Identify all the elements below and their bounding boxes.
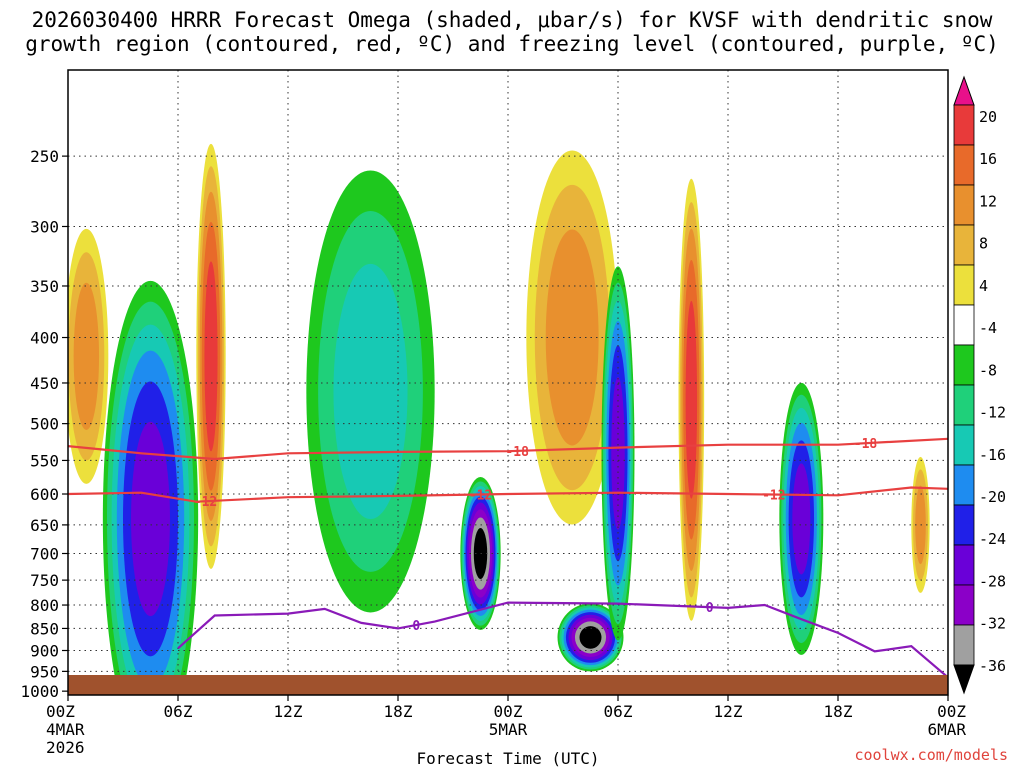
omega-contour-fill (131, 421, 170, 617)
ground-bar (68, 675, 948, 695)
omega-feature (911, 456, 930, 593)
colorbar-segment (953, 104, 975, 146)
y-tick-label: 300 (30, 217, 59, 236)
colorbar-segment (953, 304, 975, 346)
y-tick-label: 400 (30, 329, 59, 348)
colorbar-segment (953, 424, 975, 466)
y-tick-label: 850 (30, 619, 59, 638)
title-line2: growth region (contoured, red, ºC) and f… (25, 32, 999, 56)
x-axis-title: Forecast Time (UTC) (416, 749, 599, 768)
credit-text: coolwx.com/models (854, 746, 1008, 764)
x-tick-label: 00Z (46, 702, 75, 721)
colorbar-label: -32 (979, 615, 1006, 633)
x-tick-label: 06Z (604, 702, 633, 721)
colorbar-segment (953, 264, 975, 306)
colorbar-segment (953, 464, 975, 506)
x-tick-year: 2026 (46, 738, 85, 757)
x-tick-date: 4MAR (46, 720, 85, 739)
y-tick-label: 950 (30, 662, 59, 681)
colorbar: 20 16 12 8 4 -4 -8 -12 -16 -20 -24 -28 -32 -36 (953, 75, 1006, 695)
dgz-top-label: -18 (854, 437, 878, 452)
chart-title: 2026030400 HRRR Forecast Omega (shaded, … (0, 8, 1024, 56)
y-tick-label: 750 (30, 571, 59, 590)
colorbar-label: -24 (979, 530, 1006, 548)
y-tick-label: 350 (30, 277, 59, 296)
colorbar-segment (953, 384, 975, 426)
y-tick-label: 450 (30, 374, 59, 393)
y-tick-label: 600 (30, 485, 59, 504)
dgz-bottom-contour (68, 486, 948, 503)
omega-feature (678, 178, 705, 621)
y-tick-label: 650 (30, 516, 59, 535)
omega-shading (68, 143, 930, 695)
omega-feature (601, 266, 635, 641)
colorbar-segment (953, 344, 975, 386)
omega-contour-fill (204, 261, 218, 452)
colorbar-segment (953, 584, 975, 626)
omega-contour-fill (685, 300, 698, 499)
omega-contour-fill (333, 263, 408, 520)
colorbar-label: 16 (979, 150, 997, 168)
x-tick-label: 06Z (164, 702, 193, 721)
colorbar-label: -4 (979, 319, 997, 337)
colorbar-segment (953, 624, 975, 666)
y-tick-label: 700 (30, 545, 59, 564)
colorbar-label: -20 (979, 488, 1006, 506)
colorbar-label: 4 (979, 277, 988, 295)
omega-contour-fill (792, 463, 811, 575)
dgz-top-contour (68, 437, 948, 461)
colorbar-segment (953, 504, 975, 546)
x-tick-label: 12Z (714, 702, 743, 721)
freezing-label: 0 (706, 601, 714, 616)
omega-feature (196, 143, 226, 569)
y-axis: 250 300 350 400 450 500 550 600 650 700 750 800 850 9… (20, 147, 68, 701)
x-tick-label: 18Z (824, 702, 853, 721)
x-tick-label: 00Z (494, 702, 523, 721)
y-tick-label: 1000 (20, 682, 59, 701)
freezing-label: 0 (412, 619, 420, 634)
x-tick-date: 6MAR (927, 720, 966, 739)
colorbar-label: -8 (979, 361, 997, 379)
omega-feature (306, 170, 435, 613)
colorbar-max-arrow (953, 75, 975, 106)
dgz-bottom-label: -12 (762, 489, 785, 504)
x-tick-date: 5MAR (489, 720, 528, 739)
colorbar-label: -12 (979, 404, 1006, 422)
y-tick-label: 500 (30, 415, 59, 434)
y-tick-label: 550 (30, 451, 59, 470)
dgz-bottom-label: -12 (194, 495, 217, 510)
omega-contour-fill (73, 282, 100, 430)
omega-feature (779, 382, 824, 655)
contour-lines: -18 -18 -12 -12 -12 0 0 (68, 437, 948, 679)
dgz-bottom-label: -12 (469, 488, 492, 503)
colorbar-label: -36 (979, 657, 1006, 675)
omega-contour-fill (579, 626, 602, 649)
colorbar-label: -28 (979, 572, 1006, 590)
omega-feature (68, 228, 109, 484)
omega-feature (102, 280, 199, 695)
y-tick-label: 900 (30, 641, 59, 660)
colorbar-min-arrow (953, 664, 975, 695)
x-tick-label: 00Z (937, 702, 966, 721)
y-tick-label: 800 (30, 596, 59, 615)
colorbar-label: -16 (979, 446, 1006, 464)
x-tick-label: 12Z (274, 702, 303, 721)
omega-contour-fill (545, 229, 599, 446)
y-tick-label: 250 (30, 147, 59, 166)
omega-contour-fill (611, 377, 625, 530)
colorbar-segment (953, 224, 975, 266)
omega-feature (526, 150, 618, 525)
x-tick-label: 18Z (384, 702, 413, 721)
colorbar-label: 12 (979, 192, 997, 210)
colorbar-label: 8 (979, 235, 988, 253)
colorbar-label: 20 (979, 108, 997, 126)
freezing-level-contour (177, 601, 948, 679)
dgz-top-label: -18 (505, 445, 529, 460)
colorbar-segment (953, 144, 975, 186)
colorbar-segment (953, 184, 975, 226)
title-line1: 2026030400 HRRR Forecast Omega (shaded, … (31, 8, 993, 32)
colorbar-segment (953, 544, 975, 586)
